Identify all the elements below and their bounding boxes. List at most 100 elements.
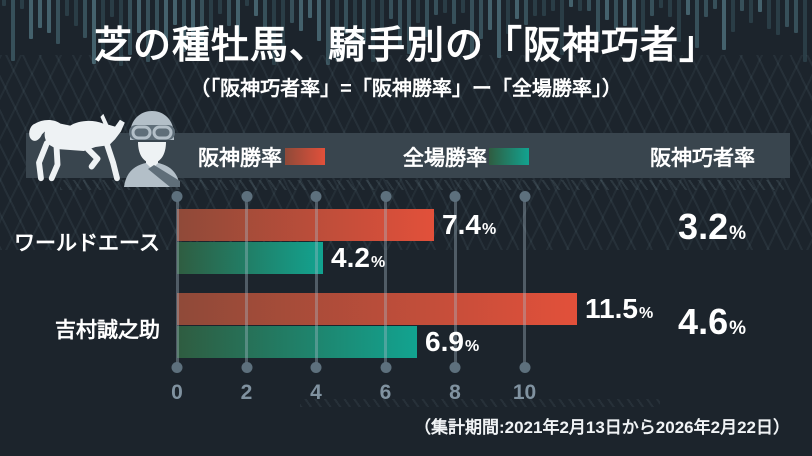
bar-row: 6.9% — [177, 326, 479, 358]
bar-row: 11.5% — [177, 293, 653, 325]
subtitle: （「阪神巧者率」=「阪神勝率」ー「全場勝率」） — [190, 78, 622, 100]
equalizer-bar — [731, 0, 735, 32]
equalizer-bar — [101, 0, 105, 55]
equalizer-bar — [326, 0, 330, 65]
equalizer-bar — [191, 0, 195, 39]
legend-zenba-label: 全場勝率 — [403, 147, 487, 170]
value-number: 4.6 — [678, 301, 729, 342]
equalizer-bar — [398, 0, 402, 48]
x-tick-label: 0 — [171, 381, 183, 404]
equalizer-bar — [587, 0, 591, 11]
equalizer-bar — [614, 0, 618, 29]
equalizer-bar — [29, 0, 33, 39]
bar-zenba-worldace — [177, 242, 323, 274]
equalizer-bar — [299, 0, 303, 31]
equalizer-bar — [56, 0, 60, 44]
value-number: 3.2 — [678, 206, 729, 247]
equalizer-bar — [749, 0, 753, 23]
equalizer-bar — [380, 0, 384, 33]
equalizer-bar — [92, 0, 96, 64]
equalizer-bar — [623, 0, 627, 26]
value-number: 7.4 — [442, 209, 481, 240]
equalizer-bar — [407, 0, 411, 54]
category-label-yoshimura: 吉村誠之助 — [55, 319, 160, 342]
equalizer-bar — [209, 0, 213, 31]
equalizer-bar — [596, 0, 600, 42]
equalizer-bar — [578, 0, 582, 11]
equalizer-bar — [740, 0, 744, 11]
zenba-swatch-icon — [489, 148, 529, 165]
bar-zenba-yoshimura — [177, 326, 417, 358]
x-tick-label: 2 — [240, 381, 253, 404]
equalizer-bar — [560, 0, 564, 55]
equalizer-bar — [515, 0, 519, 19]
legend-kojya-header: 阪神巧者率 — [650, 147, 755, 170]
equalizer-bar — [164, 0, 168, 45]
equalizer-bar — [569, 0, 573, 7]
equalizer-bar — [2, 0, 6, 6]
equalizer-bar — [659, 0, 663, 8]
equalizer-bar — [227, 0, 231, 26]
equalizer-bar — [65, 0, 69, 16]
hatch-decoration-top — [60, 180, 784, 190]
page-title: 芝の種牡馬、騎手別の「阪神巧者」 — [93, 25, 718, 67]
equalizer-bar — [371, 0, 375, 62]
equalizer-bar — [695, 0, 699, 48]
equalizer-bar — [155, 0, 159, 32]
equalizer-bar — [20, 0, 24, 9]
equalizer-bar — [128, 0, 132, 55]
equalizer-bar — [236, 0, 240, 36]
legend-hanshin-label: 阪神勝率 — [198, 147, 282, 170]
hatch-decoration-bottom — [300, 399, 660, 407]
equalizer-bar — [353, 0, 357, 52]
kojya-value-yoshimura: 4.6% — [620, 301, 746, 343]
equalizer-bar — [776, 0, 780, 35]
equalizer-bar — [497, 0, 501, 58]
percent-sign: % — [729, 223, 746, 244]
value-number: 11.5 — [585, 293, 638, 324]
equalizer-bar — [110, 0, 114, 17]
value-label: 11.5% — [585, 293, 653, 325]
equalizer-bar — [317, 0, 321, 41]
equalizer-bar — [632, 0, 636, 28]
equalizer-bar — [200, 0, 204, 46]
percent-sign: % — [370, 254, 386, 271]
value-label: 4.2% — [331, 242, 385, 274]
equalizer-bar — [362, 0, 366, 42]
percent-sign: % — [729, 318, 746, 339]
equalizer-bar — [785, 0, 789, 27]
equalizer-bar — [146, 0, 150, 62]
equalizer-bar — [524, 0, 528, 25]
equalizer-bar — [425, 0, 429, 37]
equalizer-bar — [704, 0, 708, 17]
equalizer-bar — [74, 0, 78, 26]
equalizer-bar — [713, 0, 717, 9]
equalizer-bar — [218, 0, 222, 14]
equalizer-bar — [551, 0, 555, 11]
percent-sign: % — [638, 305, 654, 322]
percent-sign: % — [481, 221, 497, 238]
value-number: 6.9 — [425, 326, 464, 357]
equalizer-bar — [281, 0, 285, 49]
hanshin-swatch-icon — [285, 148, 325, 165]
jockey-icon — [116, 103, 188, 187]
equalizer-bar — [758, 0, 762, 12]
equalizer-bar — [416, 0, 420, 23]
equalizer-bar — [434, 0, 438, 15]
equalizer-bar — [479, 0, 483, 39]
equalizer-bar — [542, 0, 546, 16]
equalizer-bar — [182, 0, 186, 52]
value-number: 4.2 — [331, 242, 370, 273]
equalizer-bar — [668, 0, 672, 17]
equalizer-bar — [533, 0, 537, 16]
equalizer-bar — [83, 0, 87, 38]
equalizer-bar — [137, 0, 141, 33]
equalizer-bar — [443, 0, 447, 13]
value-label: 7.4% — [442, 209, 496, 241]
equalizer-bar — [11, 0, 15, 61]
equalizer-bar — [263, 0, 267, 31]
equalizer-bar — [794, 0, 798, 33]
equalizer-bar — [506, 0, 510, 34]
equalizer-bar — [245, 0, 249, 6]
